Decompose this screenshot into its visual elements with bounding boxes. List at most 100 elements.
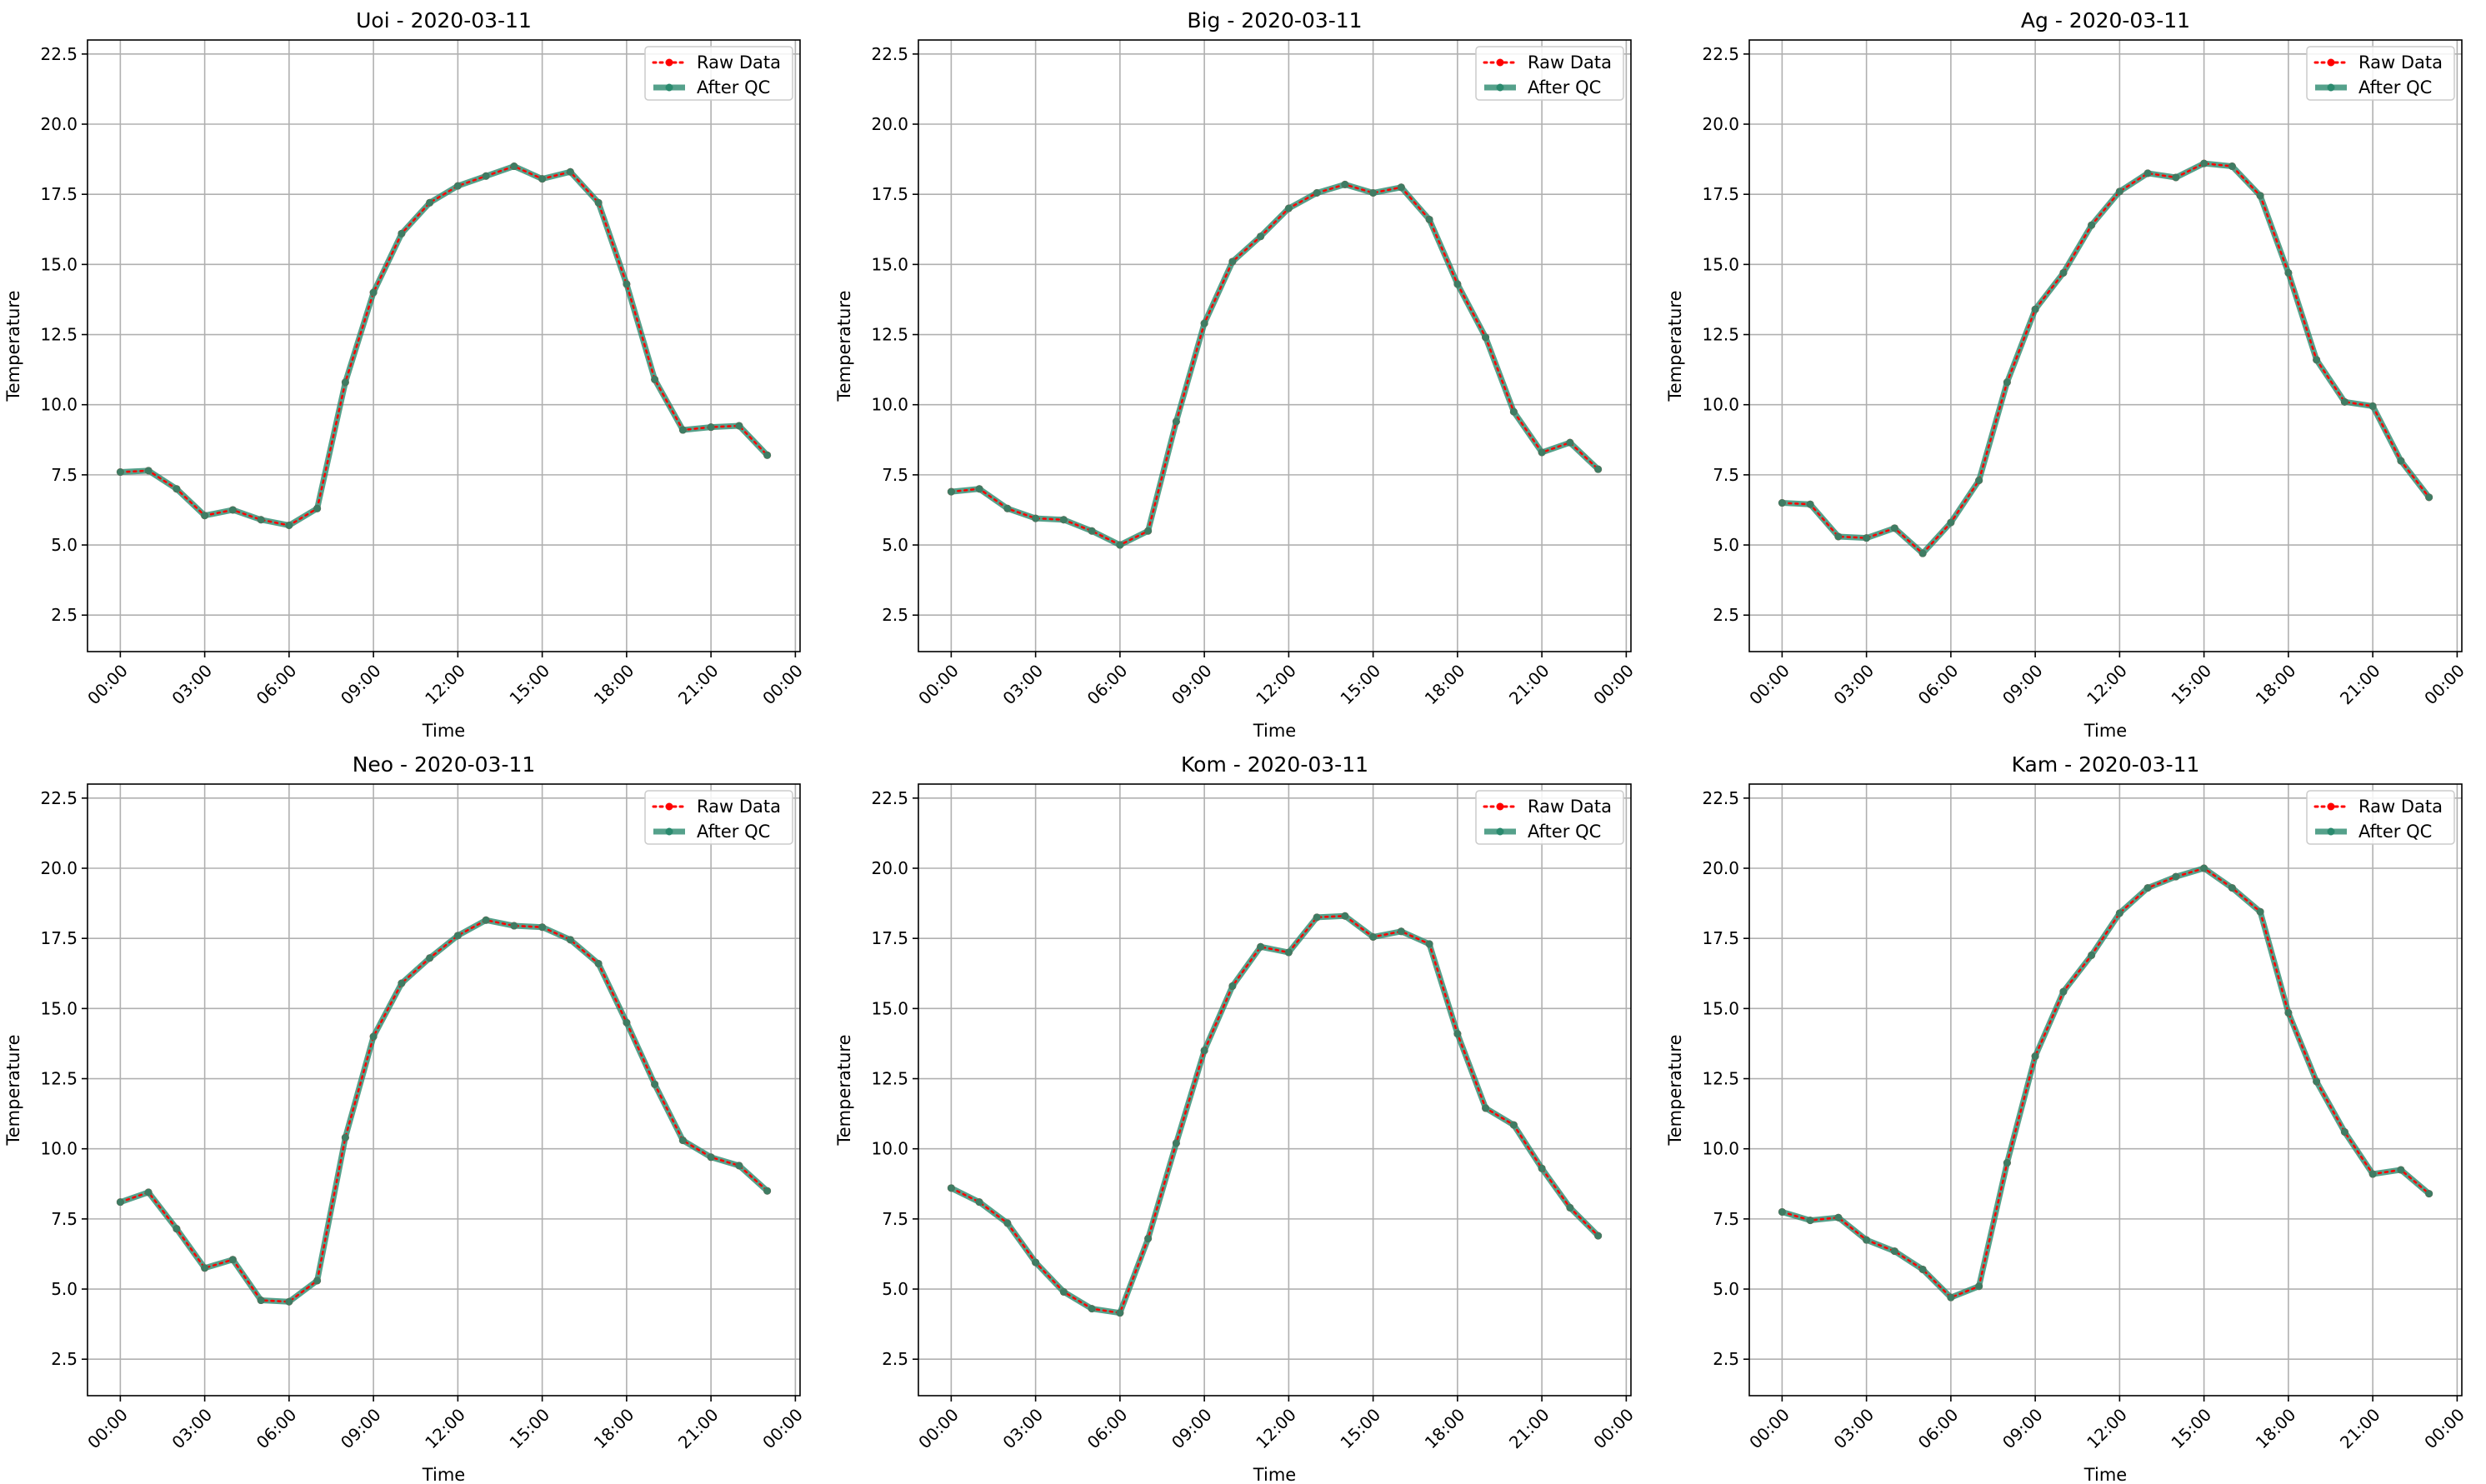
y-tick-label: 22.5 <box>40 788 78 808</box>
y-tick-label: 10.0 <box>40 1139 78 1159</box>
legend-label-after-qc: After QC <box>1528 822 1601 842</box>
legend-label-raw-data: Raw Data <box>1528 797 1612 817</box>
data-point-after-qc <box>1594 1232 1603 1240</box>
data-point-after-qc <box>1918 549 1927 557</box>
y-tick-label: 10.0 <box>871 395 908 415</box>
data-point-after-qc <box>2425 493 2433 502</box>
data-point-after-qc <box>1538 1164 1546 1172</box>
chart-title: Kam - 2020-03-11 <box>2012 752 2200 777</box>
x-tick-label: 00:00 <box>1745 661 1793 709</box>
series-line-after-qc <box>1782 160 2432 557</box>
subplot-uoi: 2.5 5.0 7.5 10.0 12.5 15.0 17.5 20.0 22.5 00:00 03… <box>3 8 807 741</box>
x-tick-label: 15:00 <box>1336 1405 1384 1453</box>
x-tick-label: 03:00 <box>168 661 216 709</box>
y-tick-label: 2.5 <box>51 605 78 625</box>
data-point-after-qc <box>144 1188 153 1197</box>
legend-label-raw-data: Raw Data <box>2358 797 2443 817</box>
data-point-after-qc <box>1200 319 1208 327</box>
legend-label-raw-data: Raw Data <box>697 52 781 72</box>
y-tick-label: 17.5 <box>40 184 78 204</box>
y-tick-label: 15.0 <box>40 254 78 274</box>
data-point-after-qc <box>1369 189 1378 197</box>
x-axis-label: Time <box>422 721 465 741</box>
y-tick-label: 20.0 <box>1702 858 1739 878</box>
x-axis-label: Time <box>2083 1465 2127 1484</box>
y-tick-label: 12.5 <box>1702 1069 1739 1089</box>
data-point-after-qc <box>735 422 743 430</box>
x-tick-label: 15:00 <box>505 661 553 709</box>
x-axis-label: Time <box>422 1465 465 1484</box>
chart-title: Neo - 2020-03-11 <box>353 752 536 777</box>
y-tick-label: 17.5 <box>871 928 908 948</box>
data-point-after-qc <box>453 182 462 190</box>
data-point-after-qc <box>1453 280 1462 288</box>
data-point-after-qc <box>313 1277 322 1285</box>
legend-marker-after-qc <box>665 827 673 836</box>
legend-label-after-qc: After QC <box>2358 822 2432 842</box>
y-axis-label: Temperature <box>834 290 854 402</box>
legend-marker-raw-data <box>665 802 673 811</box>
series-line-raw-data <box>1781 867 2430 1299</box>
y-tick-label: 10.0 <box>1702 1139 1739 1159</box>
y-tick-label: 5.0 <box>1713 1279 1739 1299</box>
data-point-after-qc <box>1228 982 1237 990</box>
series-line-after-qc <box>120 163 770 528</box>
data-point-after-qc <box>1834 1213 1843 1222</box>
legend-label-after-qc: After QC <box>697 822 770 842</box>
data-point-after-qc <box>1003 1219 1012 1227</box>
legend-marker-raw-data <box>665 58 673 67</box>
y-axis-label: Temperature <box>1665 290 1685 402</box>
subplot-big: 2.5 5.0 7.5 10.0 12.5 15.0 17.5 20.0 22.5 00:00 03… <box>834 8 1638 741</box>
data-point-after-qc <box>594 198 603 207</box>
data-point-after-qc <box>763 1187 772 1195</box>
data-point-after-qc <box>1890 1247 1898 1256</box>
legend-marker-raw-data <box>2327 802 2335 811</box>
data-point-after-qc <box>1425 215 1433 223</box>
legend-label-after-qc: After QC <box>697 77 770 97</box>
data-point-after-qc <box>369 1032 378 1041</box>
data-point-after-qc <box>1482 1104 1490 1112</box>
x-axis-label: Time <box>1253 1465 1296 1484</box>
data-point-after-qc <box>1257 232 1265 241</box>
data-point-after-qc <box>707 423 715 432</box>
x-tick-label: 03:00 <box>998 661 1047 709</box>
series-line-raw-data <box>950 183 1599 547</box>
chart-title: Uoi - 2020-03-11 <box>356 8 532 32</box>
x-axis-label: Time <box>1253 721 1296 741</box>
data-point-after-qc <box>1032 1258 1040 1267</box>
series-line-raw-data <box>1781 162 2430 555</box>
legend-label-after-qc: After QC <box>1528 77 1601 97</box>
data-point-after-qc <box>2088 221 2096 229</box>
x-tick-label: 00:00 <box>1589 1405 1638 1453</box>
y-tick-label: 15.0 <box>1702 254 1739 274</box>
axes-frame <box>87 39 801 652</box>
series-line-raw-data <box>950 914 1599 1315</box>
data-point-after-qc <box>1341 912 1349 920</box>
data-point-after-qc <box>2172 173 2180 182</box>
x-axis-label: Time <box>2083 721 2127 741</box>
data-point-after-qc <box>341 378 349 387</box>
data-point-after-qc <box>1144 1234 1153 1242</box>
data-point-after-qc <box>2200 159 2208 167</box>
data-point-after-qc <box>257 1297 265 1305</box>
legend-marker-after-qc <box>665 83 673 92</box>
data-point-after-qc <box>1566 1203 1574 1212</box>
data-point-after-qc <box>1397 927 1405 936</box>
x-tick-label: 09:00 <box>1998 661 2047 709</box>
data-point-after-qc <box>2115 187 2123 196</box>
y-tick-label: 22.5 <box>871 44 908 64</box>
x-tick-label: 12:00 <box>2083 1405 2131 1453</box>
y-tick-label: 17.5 <box>1702 928 1739 948</box>
x-tick-label: 03:00 <box>1829 1405 1878 1453</box>
legend-marker-raw-data <box>1496 58 1504 67</box>
data-point-after-qc <box>623 280 631 288</box>
chart-title: Kom - 2020-03-11 <box>1181 752 1368 777</box>
data-point-after-qc <box>2368 1170 2377 1178</box>
data-point-after-qc <box>116 468 124 477</box>
data-point-after-qc <box>1284 948 1293 957</box>
x-tick-label: 06:00 <box>1083 661 1132 709</box>
legend-marker-raw-data <box>1496 802 1504 811</box>
x-tick-label: 12:00 <box>2083 661 2131 709</box>
data-point-after-qc <box>2115 909 2123 917</box>
